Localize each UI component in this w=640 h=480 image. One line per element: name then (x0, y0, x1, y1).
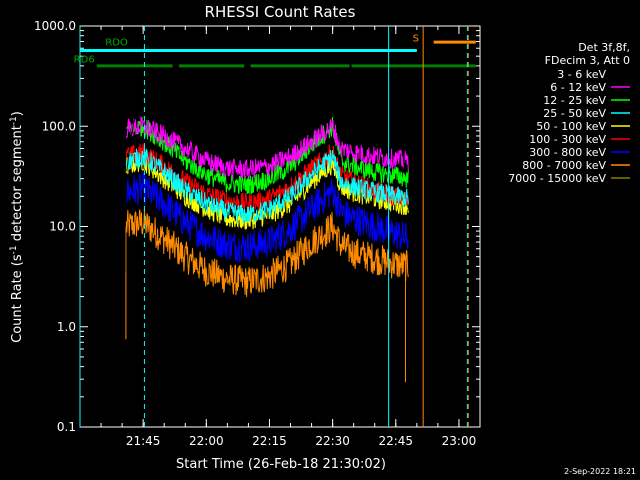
y-tick-label: 100.0 (42, 119, 76, 133)
x-tick-label: 22:45 (378, 434, 413, 448)
legend-label: 6 - 12 keV (550, 81, 606, 94)
y-tick-label: 0.1 (57, 420, 76, 434)
legend-label: 100 - 300 keV (529, 133, 606, 146)
annotation-rd6: RD6 (74, 55, 95, 66)
x-axis-label: Start Time (26-Feb-18 21:30:02) (176, 457, 386, 472)
series-line-3 (125, 148, 409, 224)
series-line-1 (125, 116, 409, 179)
footer-timestamp: 2-Sep-2022 18:21 (564, 467, 636, 476)
legend-label: 300 - 800 keV (529, 146, 606, 159)
legend-label: 800 - 7000 keV (522, 159, 606, 172)
plot-layer: 1000.0 100.0 10.0 1.0 0.1 21:45 22:00 22:15 22:3… (34, 19, 481, 448)
x-tick-label: 23:00 (442, 434, 477, 448)
y-tick-label: 1000.0 (34, 19, 76, 33)
legend-header-line-1: Det 3f,8f, (578, 41, 630, 54)
legend-header-line-2: FDecim 3, Att 0 (545, 54, 630, 67)
annotation-s: S (413, 34, 419, 45)
x-tick-label: 22:30 (315, 434, 350, 448)
y-tick-label: 1.0 (57, 320, 76, 334)
svg-text:Count Rate (s-1 detector segme: Count Rate (s-1 detector segment-1) (9, 111, 25, 343)
x-tick-label: 22:15 (252, 434, 287, 448)
series-line-7 (125, 208, 409, 297)
x-tick-label: 22:00 (189, 434, 224, 448)
legend-label: 7000 - 15000 keV (508, 172, 606, 185)
legend-label: 3 - 6 keV (557, 68, 606, 81)
legend-label: 25 - 50 keV (543, 107, 606, 120)
legend-label: 50 - 100 keV (536, 120, 606, 133)
legend-label: 12 - 25 keV (543, 94, 606, 107)
x-tick-label: 21:45 (126, 434, 161, 448)
y-tick-label: 10.0 (49, 220, 76, 234)
annotation-rdo: RDO (105, 37, 128, 48)
y-axis-label: Count Rate (s-1 detector segment-1) (9, 111, 25, 343)
series-line-6 (125, 172, 409, 264)
chart-title: RHESSI Count Rates (205, 3, 356, 21)
